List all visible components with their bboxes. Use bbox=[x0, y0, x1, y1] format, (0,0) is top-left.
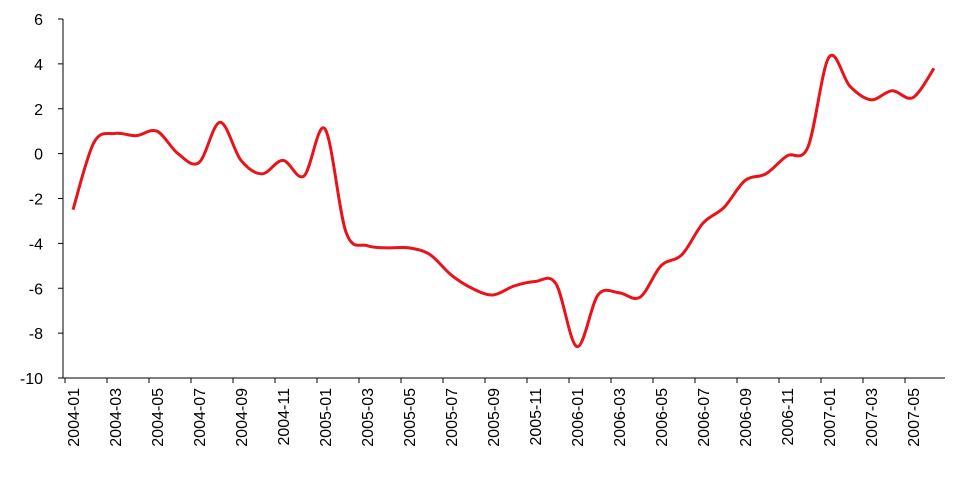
y-tick-label: 6 bbox=[34, 12, 43, 29]
x-tick-label: 2006-05 bbox=[654, 388, 671, 447]
x-tick-label: 2005-09 bbox=[486, 388, 503, 447]
y-tick-label: -4 bbox=[29, 236, 43, 253]
x-tick-label: 2004-07 bbox=[192, 388, 209, 447]
x-tick-label: 2006-07 bbox=[696, 388, 713, 447]
y-tick-label: -2 bbox=[29, 192, 43, 209]
x-tick-label: 2004-01 bbox=[66, 388, 83, 447]
x-tick-label: 2004-05 bbox=[150, 388, 167, 447]
y-tick-label: -8 bbox=[29, 326, 43, 343]
x-tick-label: 2005-05 bbox=[402, 388, 419, 447]
x-tick-label: 2004-09 bbox=[234, 388, 251, 447]
line bbox=[71, 53, 936, 349]
x-tick-label: 2006-03 bbox=[612, 388, 629, 447]
y-tick-label: -10 bbox=[20, 371, 43, 388]
x-tick-label: 2004-03 bbox=[108, 388, 125, 447]
x-tick-label: 2005-01 bbox=[318, 388, 335, 447]
x-tick-label: 2004-11 bbox=[276, 388, 293, 446]
y-tick-label: 4 bbox=[34, 57, 43, 74]
x-tick-label: 2007-03 bbox=[864, 388, 881, 447]
x-tick-label: 2005-11 bbox=[528, 388, 545, 446]
x-tick-label: 2005-03 bbox=[360, 388, 377, 447]
x-tick-label: 2007-05 bbox=[906, 388, 923, 447]
x-tick-label: 2006-09 bbox=[738, 388, 755, 447]
y-tick-label: 0 bbox=[34, 147, 43, 164]
y-tick-label: 2 bbox=[34, 102, 43, 119]
x-tick-label: 2005-07 bbox=[444, 388, 461, 447]
y-tick-label: -6 bbox=[29, 281, 43, 298]
x-tick-label: 2007-01 bbox=[822, 388, 839, 447]
x-tick-label: 2006-01 bbox=[570, 388, 587, 447]
x-tick-label: 2006-11 bbox=[780, 388, 797, 446]
